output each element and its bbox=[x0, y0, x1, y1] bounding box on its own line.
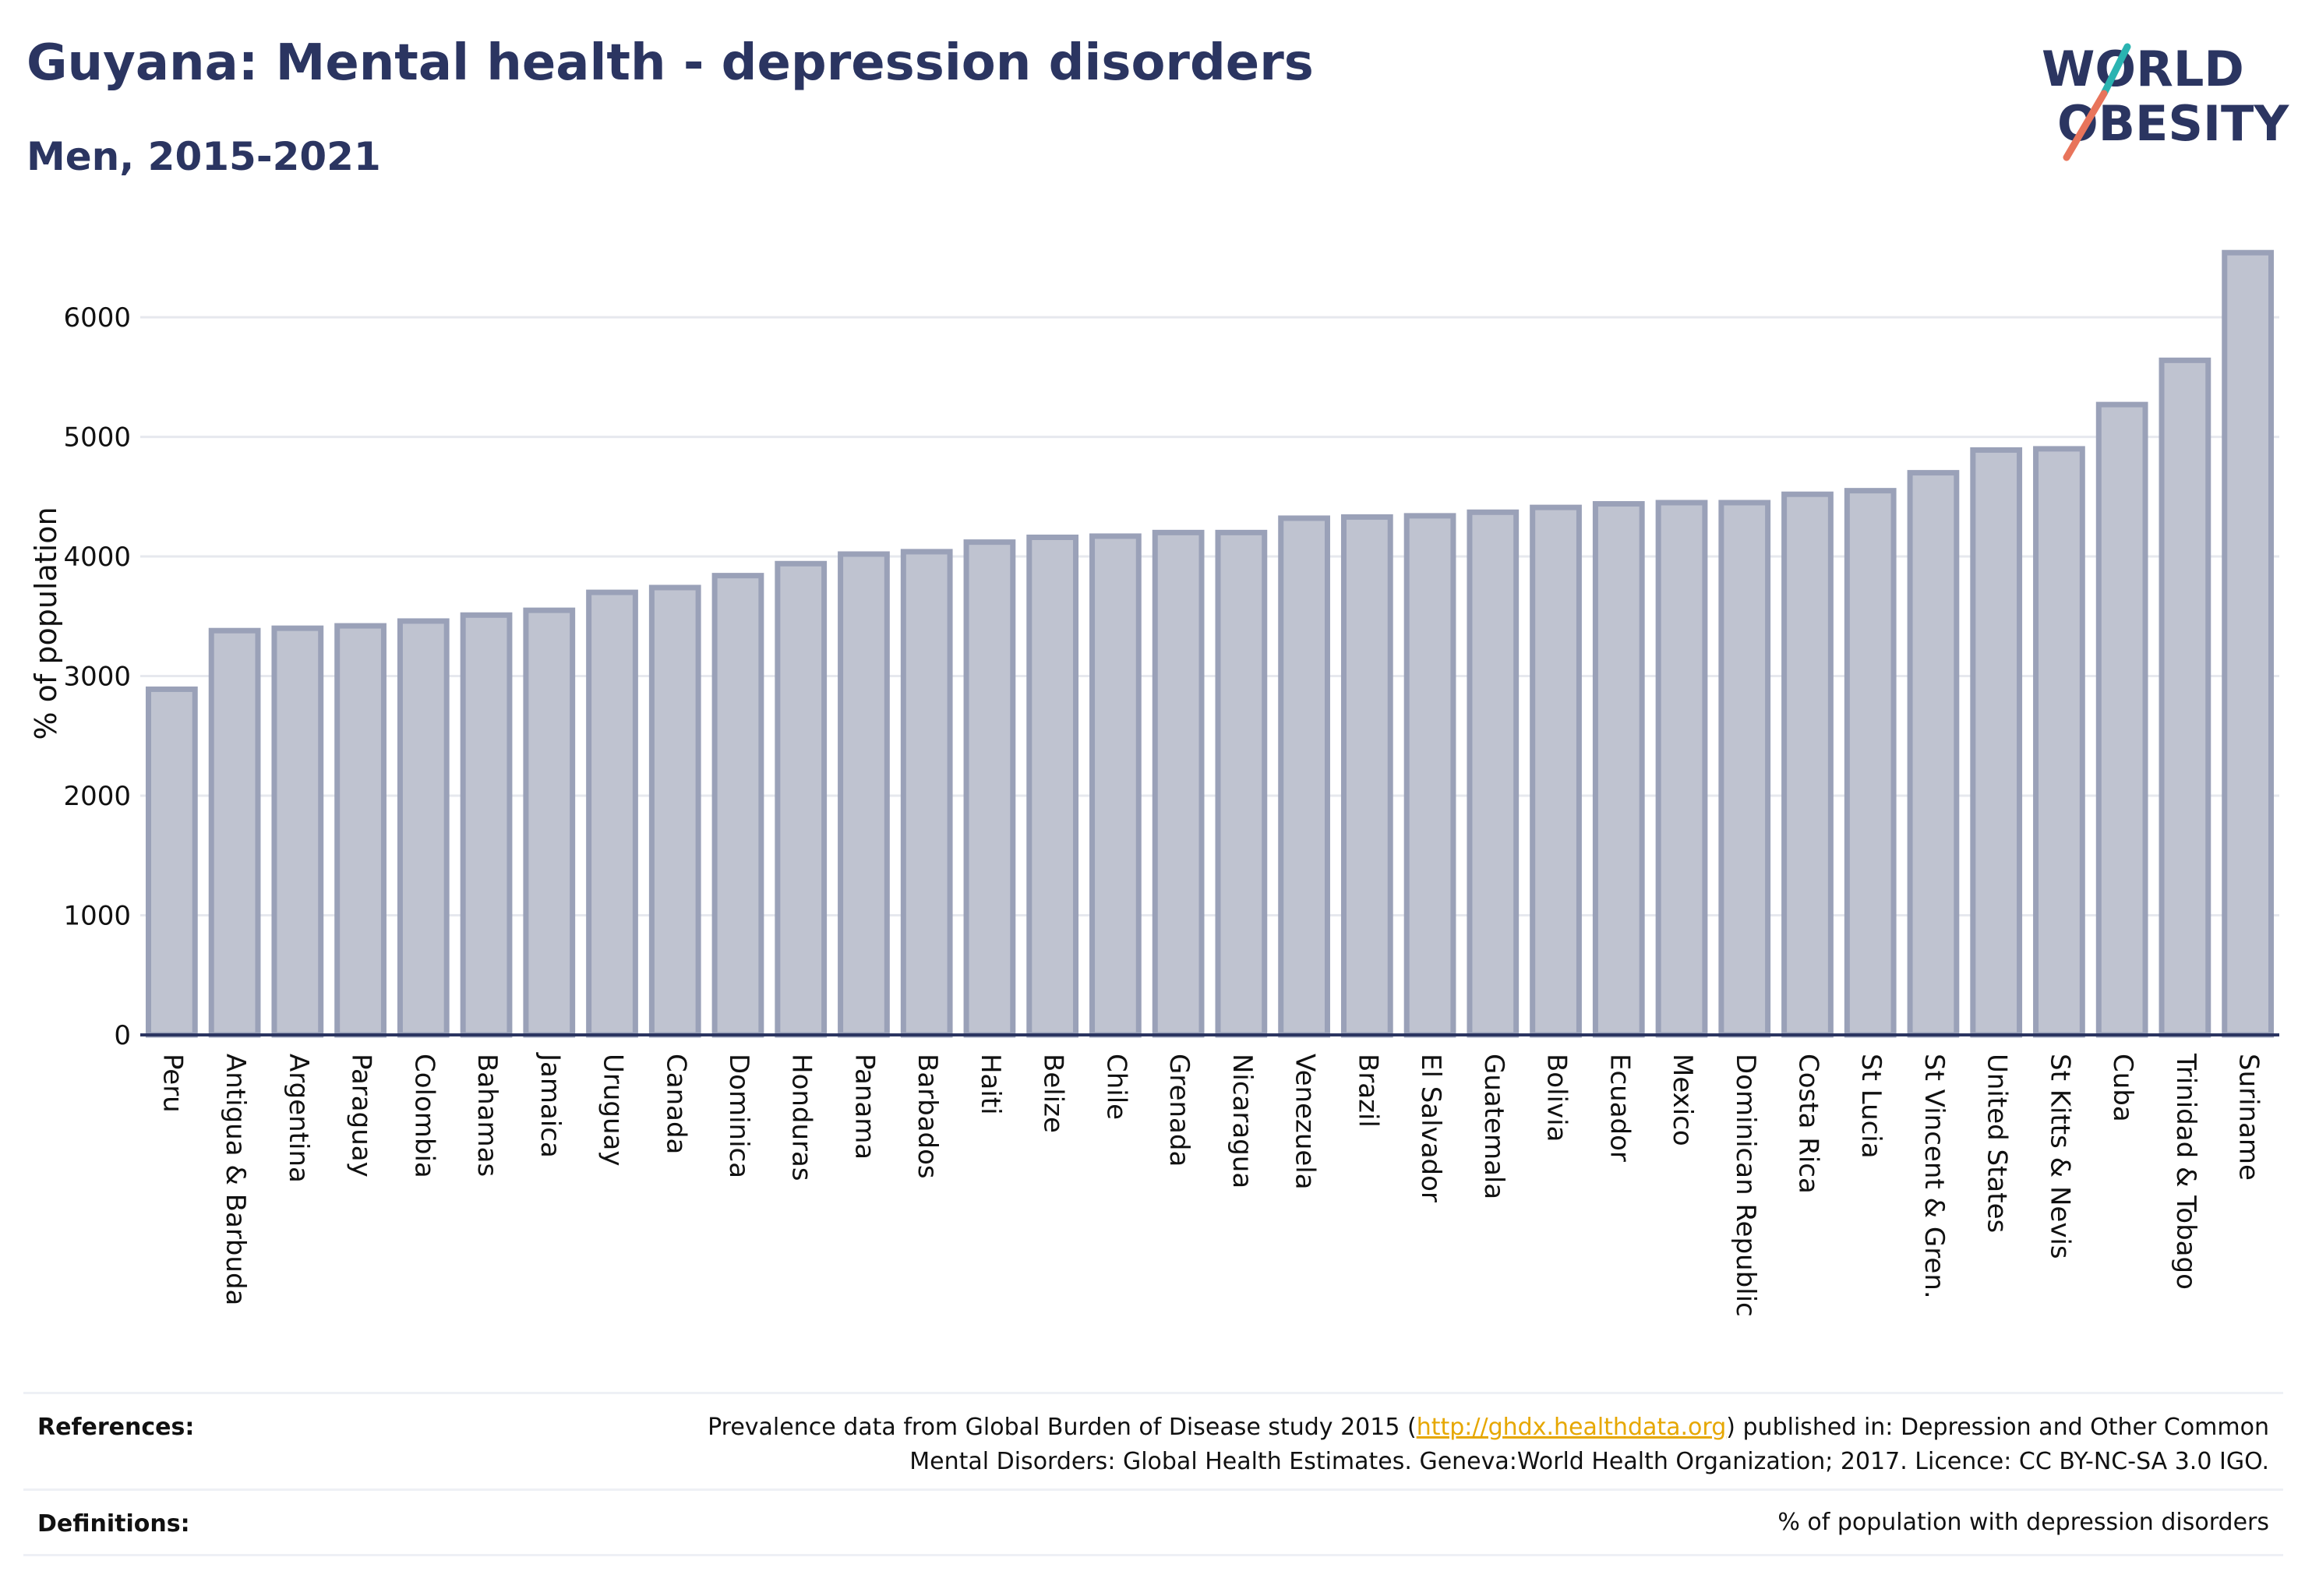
x-tick-label: Nicaragua bbox=[1227, 1054, 1258, 1188]
x-tick-label: Mexico bbox=[1667, 1054, 1698, 1146]
x-tick-label: St Kitts & Nevis bbox=[2044, 1054, 2075, 1259]
bar-barbados[interactable] bbox=[900, 549, 953, 1038]
x-tick-label: Antigua & Barbuda bbox=[220, 1054, 251, 1305]
x-tick-label: Haiti bbox=[975, 1054, 1006, 1115]
bar-argentina[interactable] bbox=[271, 625, 324, 1038]
definitions-label: Definitions: bbox=[37, 1510, 190, 1538]
bar-brazil[interactable] bbox=[1340, 514, 1393, 1038]
references-text-pre: Prevalence data from Global Burden of Di… bbox=[708, 1414, 1417, 1441]
bar-guatemala[interactable] bbox=[1467, 509, 1520, 1038]
y-tick-label: 1000 bbox=[63, 901, 131, 932]
bar-dominican-republic[interactable] bbox=[1718, 500, 1771, 1038]
labels: 0 1000 2000 3000 4000 5000 6000 Peru Antigua & B… bbox=[63, 302, 2264, 1317]
bar-el-salvador[interactable] bbox=[1403, 513, 1456, 1038]
world-obesity-logo: WORLD OBESITY bbox=[2042, 41, 2289, 161]
bar-suriname[interactable] bbox=[2222, 249, 2275, 1038]
chart-subtitle: Men, 2015-2021 bbox=[26, 134, 381, 179]
bar-trinidad-tobago[interactable] bbox=[2159, 357, 2211, 1038]
bar-colombia[interactable] bbox=[397, 618, 450, 1038]
bar-mexico[interactable] bbox=[1655, 500, 1708, 1038]
bar-jamaica[interactable] bbox=[523, 607, 576, 1038]
x-tick-label: Jamaica bbox=[535, 1052, 566, 1158]
y-tick-label: 2000 bbox=[63, 781, 131, 812]
x-tick-label: Costa Rica bbox=[1792, 1054, 1823, 1194]
x-tick-label: Chile bbox=[1100, 1054, 1131, 1120]
bar-ecuador[interactable] bbox=[1592, 501, 1645, 1038]
x-tick-label: Dominican Republic bbox=[1730, 1054, 1761, 1317]
x-tick-label: Bolivia bbox=[1541, 1054, 1573, 1142]
bar-chile[interactable] bbox=[1089, 533, 1142, 1038]
bar-dominica[interactable] bbox=[711, 573, 764, 1038]
x-tick-label: Grenada bbox=[1163, 1054, 1195, 1167]
y-tick-label: 5000 bbox=[63, 422, 131, 454]
bar-paraguay[interactable] bbox=[334, 623, 387, 1038]
y-tick-label: 0 bbox=[114, 1020, 131, 1051]
bar-st-kitts-nevis[interactable] bbox=[2033, 446, 2085, 1038]
x-tick-label: Argentina bbox=[283, 1054, 314, 1183]
bar-haiti[interactable] bbox=[963, 539, 1016, 1038]
x-tick-label: United States bbox=[1982, 1054, 2013, 1233]
bar-bahamas[interactable] bbox=[460, 612, 513, 1038]
x-tick-label: St Vincent & Gren. bbox=[1918, 1054, 1950, 1299]
bar-st-vincent-gren-[interactable] bbox=[1907, 470, 1960, 1038]
y-tick-label: 6000 bbox=[63, 302, 131, 334]
bars bbox=[145, 249, 2275, 1038]
x-tick-label: El Salvador bbox=[1415, 1054, 1446, 1202]
y-tick-label: 3000 bbox=[63, 662, 131, 693]
bar-grenada[interactable] bbox=[1152, 529, 1205, 1038]
bar-cuba[interactable] bbox=[2095, 401, 2148, 1038]
bar-honduras[interactable] bbox=[775, 560, 828, 1038]
x-tick-label: Barbados bbox=[912, 1054, 943, 1179]
x-tick-label: Ecuador bbox=[1604, 1054, 1635, 1162]
bar-uruguay[interactable] bbox=[586, 589, 638, 1038]
y-tick-label: 4000 bbox=[63, 542, 131, 573]
x-tick-label: Bahamas bbox=[471, 1054, 503, 1177]
logo-slash-teal bbox=[2100, 43, 2131, 97]
bar-antigua-barbuda[interactable] bbox=[208, 627, 261, 1038]
y-axis-title: % of population bbox=[29, 507, 63, 740]
x-tick-label: Suriname bbox=[2233, 1054, 2264, 1181]
logo-text-world: WORLD bbox=[2042, 41, 2244, 97]
references-label: References: bbox=[37, 1414, 195, 1441]
bar-chart: 0 1000 2000 3000 4000 5000 6000 Peru Antigua & B… bbox=[29, 249, 2279, 1317]
references-text-post: ) published in: Depression and Other Com… bbox=[1726, 1414, 2269, 1441]
x-tick-label: Panama bbox=[849, 1054, 880, 1160]
x-tick-label: Uruguay bbox=[598, 1054, 629, 1167]
x-tick-label: Colombia bbox=[408, 1054, 439, 1178]
references-section: References: Prevalence data from Global … bbox=[23, 1403, 2283, 1488]
chart-title: Guyana: Mental health - depression disor… bbox=[26, 34, 1314, 92]
x-tick-label: Paraguay bbox=[346, 1054, 377, 1178]
x-tick-label: Venezuela bbox=[1290, 1054, 1321, 1190]
bar-bolivia[interactable] bbox=[1530, 504, 1582, 1038]
x-tick-label: St Lucia bbox=[1855, 1054, 1887, 1159]
x-tick-label: Honduras bbox=[786, 1054, 817, 1181]
bar-peru[interactable] bbox=[145, 686, 198, 1038]
x-tick-label: Belize bbox=[1038, 1054, 1069, 1133]
bar-united-states[interactable] bbox=[1970, 447, 2023, 1038]
x-tick-label: Cuba bbox=[2107, 1054, 2138, 1122]
footer-divider-top bbox=[23, 1392, 2283, 1394]
x-tick-label: Peru bbox=[157, 1054, 188, 1113]
bar-nicaragua[interactable] bbox=[1215, 529, 1268, 1038]
references-link[interactable]: http://ghdx.healthdata.org bbox=[1416, 1414, 1727, 1441]
bar-canada[interactable] bbox=[648, 584, 701, 1038]
definitions-section: Definitions: % of population with depres… bbox=[23, 1493, 2283, 1555]
x-tick-label: Trinidad & Tobago bbox=[2170, 1053, 2201, 1290]
logo-slash-coral bbox=[2063, 90, 2108, 161]
bar-venezuela[interactable] bbox=[1278, 515, 1330, 1038]
footer-divider-middle bbox=[23, 1488, 2283, 1491]
bar-st-lucia[interactable] bbox=[1844, 488, 1897, 1038]
definitions-text: % of population with depression disorder… bbox=[1777, 1509, 2269, 1536]
x-tick-label: Canada bbox=[660, 1054, 691, 1154]
x-tick-label: Guatemala bbox=[1478, 1054, 1509, 1199]
footer-divider-bottom bbox=[23, 1554, 2283, 1556]
bar-panama[interactable] bbox=[838, 551, 890, 1038]
x-tick-label: Brazil bbox=[1352, 1054, 1383, 1128]
bar-belize[interactable] bbox=[1026, 535, 1079, 1038]
references-text: Prevalence data from Global Burden of Di… bbox=[708, 1411, 2269, 1479]
bar-costa-rica[interactable] bbox=[1781, 491, 1834, 1038]
x-tick-label: Dominica bbox=[723, 1054, 754, 1178]
references-text-line2: Mental Disorders: Global Health Estimate… bbox=[909, 1448, 2269, 1475]
